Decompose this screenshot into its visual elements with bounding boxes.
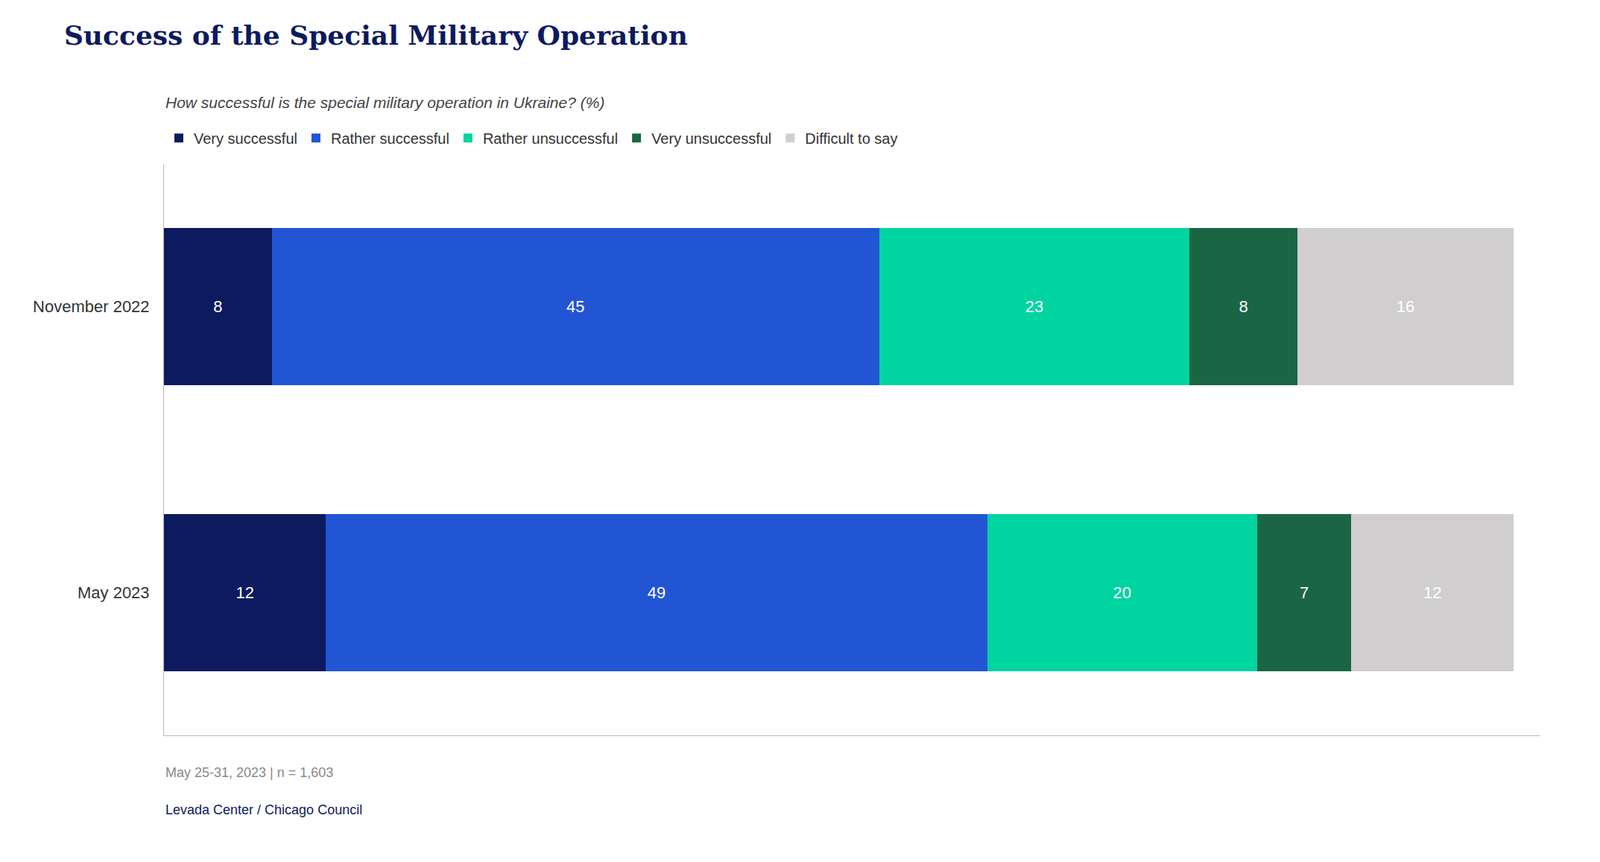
svg-text:16: 16 <box>1396 297 1415 316</box>
svg-text:8: 8 <box>1239 297 1249 316</box>
svg-text:12: 12 <box>1423 583 1442 603</box>
svg-text:May 25-31, 2023 | n = 1,603: May 25-31, 2023 | n = 1,603 <box>165 765 334 781</box>
svg-text:How successful is the special: How successful is the special military o… <box>165 93 605 112</box>
svg-text:49: 49 <box>647 583 666 603</box>
svg-text:23: 23 <box>1025 297 1044 316</box>
svg-text:7: 7 <box>1299 583 1309 603</box>
svg-text:Very successful: Very successful <box>193 130 298 147</box>
svg-text:12: 12 <box>235 583 254 603</box>
svg-text:Rather unsuccessful: Rather unsuccessful <box>482 130 618 147</box>
svg-text:8: 8 <box>213 297 223 316</box>
svg-text:November 2022: November 2022 <box>32 297 150 316</box>
svg-text:Levada Center / Chicago Counci: Levada Center / Chicago Council <box>165 802 363 818</box>
svg-text:May 2023: May 2023 <box>77 583 150 603</box>
svg-text:45: 45 <box>566 297 585 316</box>
svg-text:Difficult to say: Difficult to say <box>804 130 898 147</box>
svg-text:Rather successful: Rather successful <box>330 130 450 147</box>
svg-text:Success of the Special Militar: Success of the Special Military Operatio… <box>64 19 688 51</box>
svg-text:20: 20 <box>1112 583 1131 603</box>
svg-text:Very unsuccessful: Very unsuccessful <box>651 130 772 147</box>
